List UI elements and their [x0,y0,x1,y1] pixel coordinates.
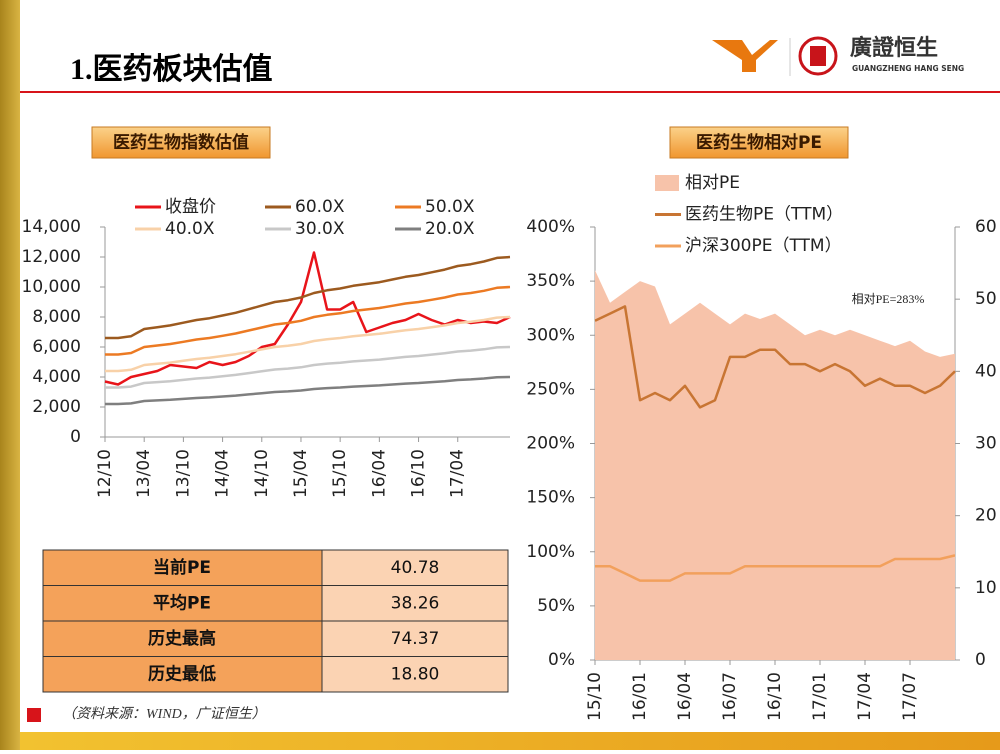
y2-tick-label: 0 [975,650,986,670]
y-tick-label: 300% [526,325,575,345]
table-cell [321,549,509,586]
row-label: 历史最低 [148,664,216,685]
x-tick-label: 15/04 [291,449,311,498]
pe-table: 当前PE 40.78 平均PE 38.26 历史最高 74.37 历史最低 18.80 [42,549,509,693]
line [595,554,956,582]
row-value: 38.26 [391,594,440,614]
y2-tick-label: 60 [975,217,997,237]
y2-tick-label: 20 [975,506,997,526]
brand-en: GUANGZHENG HANG SENG [852,64,964,73]
legend-label: 40.0X [165,219,215,239]
x-tick-label: 16/10 [409,449,429,498]
logo-mark [712,40,778,72]
legend-label: 沪深300PE（TTM） [685,236,842,256]
y-tick-label: 10,000 [22,277,81,297]
y-tick-label: 100% [526,542,575,562]
line [105,315,511,373]
brand: 廣證恒生 [850,35,938,61]
annotation: 相对PE=283% [852,292,925,306]
x-tick-label: 15/10 [330,449,350,498]
chart-title: 医药生物相对PE [696,132,822,153]
legend-label: 60.0X [295,197,345,217]
x-tick-label: 17/04 [448,449,468,498]
x-tick-label: 17/07 [900,672,920,721]
row-value: 18.80 [391,665,440,685]
x-tick-label: 14/04 [213,449,233,498]
x-tick-label: 14/10 [252,449,272,498]
page-title: 1.医药板块估值 [70,53,273,86]
y-tick-label: 8,000 [32,307,81,327]
logo: 廣證恒生 GUANGZHENG HANG SENG [712,35,964,76]
x-tick-label: 16/04 [675,672,695,721]
x-tick-label: 15/10 [585,672,605,721]
table-cell [321,656,509,693]
row-value: 40.78 [391,558,440,578]
legend-swatch [655,175,679,191]
x-tick-label: 12/10 [95,449,115,498]
y-tick-label: 0% [548,650,575,670]
legend-label: 30.0X [295,219,345,239]
area [595,270,955,660]
table-cell [321,585,509,622]
table-cell [42,549,323,586]
x-tick-label: 16/01 [630,672,650,721]
y-tick-label: 4,000 [32,367,81,387]
y-tick-label: 12,000 [22,247,81,267]
y-tick-label: 250% [526,379,575,399]
y2-tick-label: 40 [975,361,997,381]
y-tick-label: 200% [526,434,575,454]
table-cell [321,620,509,657]
x-tick-label: 17/01 [810,672,830,721]
row-label: 历史最高 [148,628,216,649]
y-tick-label: 150% [526,488,575,508]
chart-title: 医药生物指数估值 [113,132,249,153]
legend-label: 20.0X [425,219,475,239]
y-tick-label: 6,000 [32,337,81,357]
table-cell [42,585,323,622]
legend-label: 收盘价 [165,197,216,217]
legend-label: 50.0X [425,197,475,217]
x-tick-label: 13/10 [173,449,193,498]
legend-label: 相对PE [685,173,740,193]
source-marker [27,708,41,722]
x-tick-label: 13/04 [134,449,154,498]
row-label: 平均PE [153,593,211,614]
y-tick-label: 0 [70,427,81,447]
line [105,255,511,340]
line [104,251,511,386]
chart-title-box [91,126,271,159]
bottom-bar [20,732,1000,750]
x-tick-label: 16/07 [720,672,740,721]
logo-icon [810,46,826,66]
line [105,285,511,356]
side-bar [0,0,20,750]
y-tick-label: 400% [526,217,575,237]
logo-circle [798,36,838,76]
chart-title-box [669,126,849,159]
y-tick-label: 14,000 [22,217,81,237]
table-cell [42,656,323,693]
line [105,345,511,389]
y-tick-label: 350% [526,271,575,291]
line [105,375,511,406]
y2-tick-label: 10 [975,578,997,598]
x-tick-label: 16/10 [765,672,785,721]
line [594,305,956,409]
row-value: 74.37 [391,629,440,649]
x-tick-label: 17/04 [855,672,875,721]
y-tick-label: 50% [537,596,575,616]
row-label: 当前PE [153,557,211,578]
x-tick-label: 16/04 [369,449,389,498]
y-tick-label: 2,000 [32,397,81,417]
y2-tick-label: 50 [975,289,997,309]
legend-label: 医药生物PE（TTM） [685,205,843,225]
source: （资料来源：WIND，广证恒生） [62,706,266,722]
y2-tick-label: 30 [975,434,997,454]
table-cell [42,620,323,657]
